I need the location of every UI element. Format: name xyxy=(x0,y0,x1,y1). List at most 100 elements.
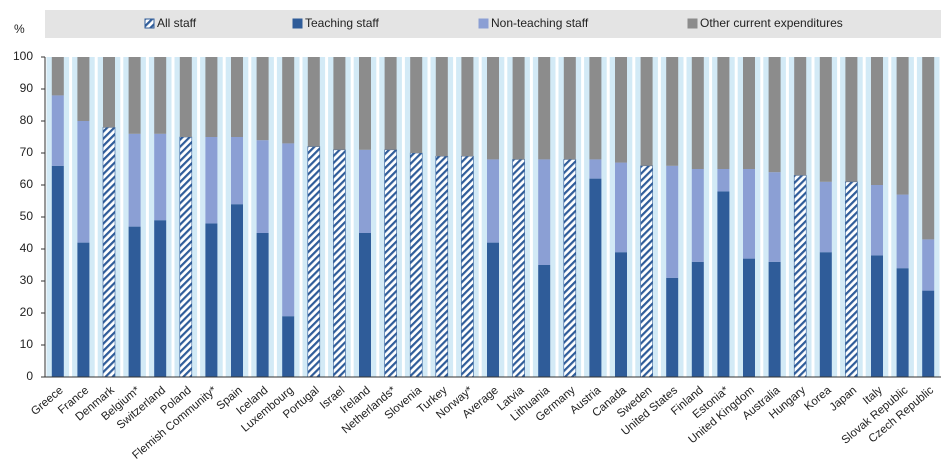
legend-swatch xyxy=(687,18,698,29)
bar-segment xyxy=(563,57,576,160)
bar-segment xyxy=(205,57,218,137)
bar-segment xyxy=(512,57,525,160)
bar-segment xyxy=(410,57,423,153)
legend-label: Non-teaching staff xyxy=(491,16,589,30)
y-tick-label: 0 xyxy=(26,369,33,383)
bar-segment xyxy=(102,127,116,378)
bar-segment xyxy=(282,143,295,317)
bar-segment xyxy=(256,140,269,233)
bar-segment xyxy=(717,191,730,377)
y-tick-label: 30 xyxy=(20,273,34,287)
bar-segment xyxy=(487,242,499,377)
bar-segment xyxy=(794,57,807,176)
bar-segment xyxy=(563,159,577,378)
bar-segment xyxy=(666,277,679,377)
bar-segment xyxy=(307,146,321,378)
bar-segment xyxy=(154,220,167,377)
bar-segment xyxy=(922,239,935,291)
bar-segment xyxy=(922,57,935,240)
bar-segment xyxy=(640,57,653,166)
bar-segment xyxy=(819,252,832,377)
bar-segment xyxy=(205,137,218,224)
y-tick-label: 50 xyxy=(20,209,34,223)
bar-segment xyxy=(512,159,525,378)
bar-segment xyxy=(845,181,858,378)
x-tick-label: Korea xyxy=(802,384,834,413)
y-axis-label: % xyxy=(14,22,25,36)
bar-segment xyxy=(256,57,269,141)
bar-segment xyxy=(845,57,858,182)
bar-segment xyxy=(51,57,64,96)
bar-segment xyxy=(231,137,243,205)
bar-segment xyxy=(589,178,602,377)
bar-segment xyxy=(128,57,141,134)
bar-segment xyxy=(717,169,730,192)
y-tick-label: 40 xyxy=(20,241,34,255)
bar-segment xyxy=(359,57,371,150)
bar-segment xyxy=(717,57,730,169)
legend-swatch xyxy=(292,18,303,29)
bar-segment xyxy=(77,57,90,121)
legend-band xyxy=(45,10,941,38)
bar-segment xyxy=(819,181,832,253)
bar-segment xyxy=(51,165,64,377)
bar-segment xyxy=(256,233,269,377)
bar-segment xyxy=(103,57,115,128)
bar-segment xyxy=(615,57,627,163)
bar-segment xyxy=(896,57,909,195)
bar-segment xyxy=(77,242,90,377)
bar-segment xyxy=(282,316,295,377)
bar-segment xyxy=(768,172,781,262)
legend-label: All staff xyxy=(157,16,197,30)
y-tick-label: 20 xyxy=(20,305,34,319)
bar-segment xyxy=(793,175,807,378)
y-tick-label: 90 xyxy=(20,81,34,95)
bar-segment xyxy=(819,57,832,182)
bar-segment xyxy=(51,95,64,166)
bar-segment xyxy=(359,233,371,377)
bar-segment xyxy=(435,155,449,378)
bar-segment xyxy=(743,258,755,377)
bar-segment xyxy=(871,57,883,185)
bar-segment xyxy=(231,57,243,137)
bar-segment xyxy=(409,152,423,378)
bar-segment xyxy=(307,57,320,147)
bar-segment xyxy=(691,169,704,262)
legend-swatch xyxy=(144,18,155,29)
bar-segment xyxy=(333,57,346,150)
bar-segment xyxy=(435,57,448,157)
bar-segment xyxy=(538,57,551,160)
bar-segment xyxy=(77,121,90,243)
bar-segment xyxy=(589,57,602,160)
bar-segment xyxy=(461,155,474,378)
bar-segment xyxy=(359,149,371,233)
bar-segment xyxy=(666,57,679,166)
bar-segment xyxy=(128,133,141,227)
y-tick-label: 100 xyxy=(13,49,33,63)
bar-segment xyxy=(640,165,653,378)
y-tick-label: 10 xyxy=(20,337,34,351)
bar-segment xyxy=(282,57,295,144)
bar-segment xyxy=(666,165,679,278)
bar-segment xyxy=(589,159,602,179)
bar-segment xyxy=(179,57,192,137)
bar-segment xyxy=(154,133,167,221)
bar-segment xyxy=(691,261,704,377)
bar-segment xyxy=(743,169,755,259)
bar-segment xyxy=(487,159,499,243)
bar-segment xyxy=(538,159,551,265)
bar-segment xyxy=(871,255,883,377)
bar-segment xyxy=(128,226,141,377)
bar-segment xyxy=(896,268,909,377)
bar-segment xyxy=(538,265,551,377)
y-tick-label: 70 xyxy=(20,145,34,159)
y-tick-label: 60 xyxy=(20,177,34,191)
bar-segment xyxy=(922,290,935,377)
bar-segment xyxy=(487,57,499,160)
legend-swatch xyxy=(478,18,489,29)
y-tick-label: 80 xyxy=(20,113,34,127)
bar-segment xyxy=(615,252,627,377)
x-tick-label: Japan xyxy=(828,384,860,413)
